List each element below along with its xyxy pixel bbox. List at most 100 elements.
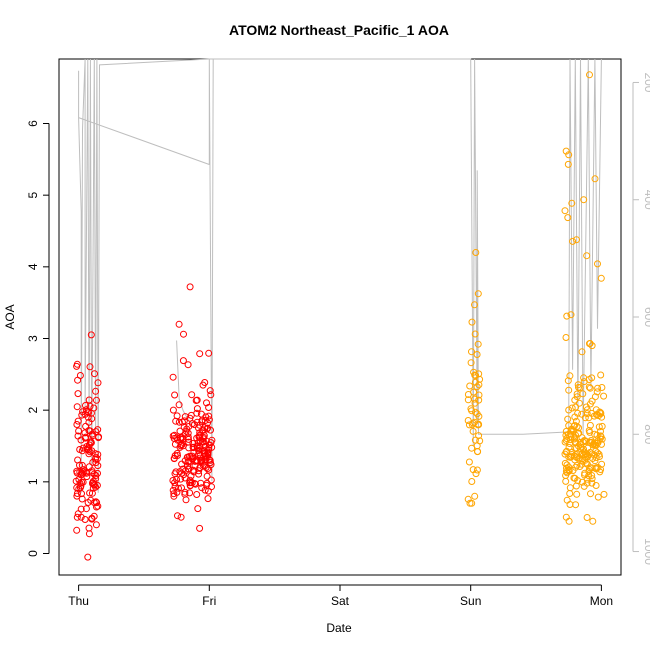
data-point xyxy=(594,384,602,392)
data-point xyxy=(572,451,580,459)
y-axis-label: AOA xyxy=(3,304,17,329)
data-point xyxy=(586,400,594,408)
data-point xyxy=(568,199,576,207)
data-point xyxy=(93,455,101,463)
data-point xyxy=(188,391,196,399)
data-point xyxy=(465,458,473,466)
data-point xyxy=(565,406,573,414)
data-point xyxy=(583,460,591,468)
data-point xyxy=(198,456,206,464)
data-point xyxy=(187,472,195,480)
data-point xyxy=(568,404,576,412)
data-point xyxy=(573,390,581,398)
data-point xyxy=(89,458,97,466)
data-point xyxy=(573,423,581,430)
data-point xyxy=(78,411,86,419)
data-point xyxy=(84,413,92,421)
data-point xyxy=(86,489,94,497)
data-point xyxy=(466,499,474,507)
data-point xyxy=(598,384,606,391)
data-point xyxy=(468,348,475,356)
data-point xyxy=(562,334,570,341)
data-point xyxy=(73,467,81,475)
data-point xyxy=(468,478,476,485)
data-point xyxy=(193,396,201,404)
data-point xyxy=(184,361,192,369)
data-point xyxy=(76,479,84,487)
data-point xyxy=(73,526,81,534)
data-point xyxy=(81,516,89,523)
data-point xyxy=(191,457,199,465)
data-point xyxy=(562,513,570,521)
data-point xyxy=(89,480,96,488)
data-point xyxy=(586,71,593,79)
data-point xyxy=(592,447,600,455)
data-point xyxy=(565,386,573,394)
data-point xyxy=(171,391,179,399)
data-point xyxy=(573,490,581,498)
data-point xyxy=(73,421,81,428)
data-point xyxy=(201,424,209,432)
data-point xyxy=(77,513,85,521)
data-point xyxy=(206,387,214,395)
data-point xyxy=(77,505,85,513)
data-point xyxy=(561,459,569,467)
data-point xyxy=(469,427,477,435)
data-point xyxy=(199,435,207,443)
data-point xyxy=(583,514,591,521)
data-point xyxy=(175,320,183,328)
data-point xyxy=(94,502,102,510)
secondary-tick-label: 800 xyxy=(642,424,650,444)
data-point xyxy=(580,448,588,456)
data-point xyxy=(201,486,209,494)
data-point xyxy=(562,437,570,444)
data-point xyxy=(92,521,100,529)
data-point xyxy=(568,451,576,458)
data-point xyxy=(563,312,571,320)
data-point xyxy=(474,340,482,348)
data-point xyxy=(207,391,215,399)
data-point xyxy=(193,418,201,426)
data-point xyxy=(188,452,196,460)
data-point xyxy=(205,446,212,454)
data-point xyxy=(593,411,601,419)
data-point xyxy=(474,290,482,298)
y-axis: 0 1 2 3 4 5 6 xyxy=(26,120,50,557)
data-point xyxy=(88,467,96,475)
data-points-layer xyxy=(72,71,608,561)
data-point xyxy=(590,451,598,459)
data-point xyxy=(73,492,81,500)
data-point xyxy=(170,431,178,439)
data-point xyxy=(198,484,206,492)
data-point xyxy=(82,433,90,441)
data-point xyxy=(194,505,202,513)
data-point xyxy=(591,175,599,183)
data-point xyxy=(564,214,572,222)
y-tick-label: 5 xyxy=(26,192,40,199)
data-point xyxy=(476,437,484,445)
data-point xyxy=(568,426,576,434)
data-point xyxy=(566,484,574,492)
data-point xyxy=(180,330,187,338)
data-point xyxy=(184,465,192,473)
data-point xyxy=(583,475,591,483)
data-point xyxy=(73,403,81,411)
data-point xyxy=(471,330,479,338)
data-point xyxy=(186,283,194,291)
data-point xyxy=(466,382,474,390)
data-point xyxy=(584,453,592,461)
data-point xyxy=(175,418,183,426)
data-point xyxy=(170,492,178,500)
data-point xyxy=(175,484,182,492)
data-point xyxy=(573,393,581,401)
data-point xyxy=(600,392,608,400)
data-point xyxy=(203,479,211,487)
data-point xyxy=(563,464,570,472)
data-point xyxy=(576,463,584,470)
x-tick-label: Mon xyxy=(590,594,613,608)
data-point xyxy=(82,402,89,409)
data-point xyxy=(572,501,580,509)
data-point xyxy=(196,350,204,358)
data-point xyxy=(575,429,583,437)
data-point xyxy=(591,393,599,401)
